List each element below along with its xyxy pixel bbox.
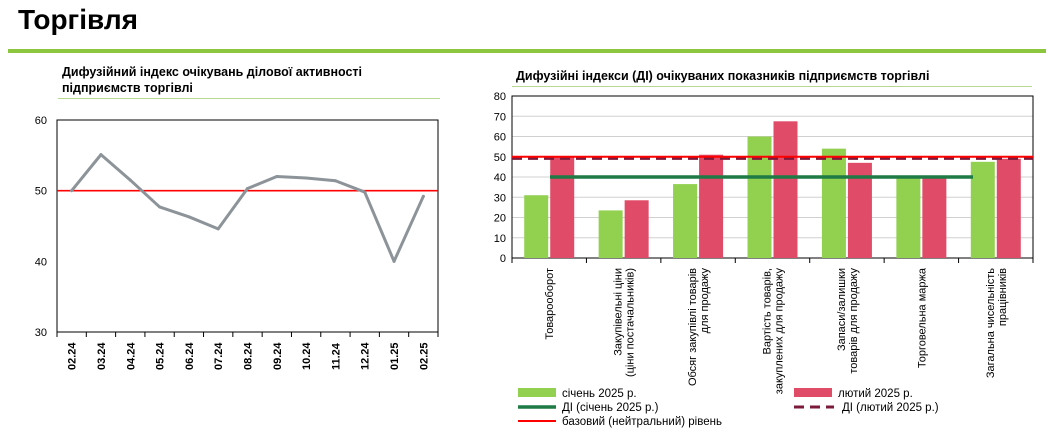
bar-feb — [922, 177, 947, 258]
line-x-tick-label: 10.24 — [301, 342, 313, 370]
line-y-tick-label: 50 — [35, 186, 47, 198]
bar-category-label: Закупівельні ціни — [613, 268, 625, 356]
bar-category-label: (ціни постачальників) — [625, 268, 637, 377]
line-x-tick-label: 05.24 — [155, 342, 167, 370]
bar-y-tick-label: 40 — [494, 172, 506, 184]
legend-swatch-feb — [794, 388, 832, 397]
legend-label-jan: січень 2025 р. — [562, 388, 637, 400]
legend-label-di-feb: ДІ (лютий 2025 р.) — [842, 402, 939, 414]
bar-y-tick-label: 0 — [500, 253, 506, 265]
bar-jan — [821, 148, 846, 258]
line-point — [363, 190, 367, 194]
bar-chart-title: Дифузійні індекси (ДІ) очікуваних показн… — [516, 69, 930, 83]
bar-jan — [598, 210, 623, 258]
bar-jan — [673, 184, 698, 258]
bar-y-tick-label: 20 — [494, 213, 506, 225]
bar-y-tick-label: 10 — [494, 233, 506, 245]
line-point — [246, 187, 249, 191]
line-x-tick-label: 02.24 — [67, 342, 79, 370]
legend-label-baseline: базовий (нейтральний) рівень — [562, 416, 722, 428]
legend-label-feb: лютий 2025 р. — [838, 388, 913, 400]
bar-category-label: Вартість товарів, — [762, 268, 774, 354]
line-point — [421, 194, 425, 198]
legend-label-di-jan: ДІ (січень 2025 р.) — [562, 402, 659, 414]
bar-category-label: Загальна чисельність — [985, 268, 997, 378]
bar-category-label: Торговельна маржа — [916, 267, 928, 368]
bar-y-tick-label: 60 — [494, 132, 506, 144]
line-x-tick-label: 11.24 — [330, 342, 342, 370]
bar-category-label: Запаси/залишки — [836, 268, 848, 351]
line-x-tick-label: 03.24 — [96, 342, 108, 370]
line-point — [158, 205, 162, 209]
line-point — [70, 189, 74, 193]
line-x-tick-label: 08.24 — [243, 342, 255, 370]
bar-feb — [699, 154, 724, 258]
bar-category-label: Товарооборот — [544, 268, 556, 340]
bar-feb — [624, 200, 649, 258]
bar-y-tick-label: 80 — [494, 91, 506, 103]
line-y-tick-label: 30 — [35, 327, 47, 339]
line-x-tick-label: 06.24 — [184, 342, 196, 370]
line-x-tick-label: 12.24 — [360, 342, 372, 370]
bar-plot-area — [511, 95, 1034, 259]
bar-category-label: Обсяг закупівлі товарів — [687, 268, 699, 386]
bar-category-label: працівників — [997, 268, 1009, 326]
line-y-tick-label: 60 — [35, 115, 47, 127]
line-chart-title-underline — [58, 98, 440, 99]
bar-feb — [773, 121, 798, 258]
bar-chart-title-underline — [512, 86, 1032, 87]
bar-y-tick-label: 50 — [494, 152, 506, 164]
line-point — [216, 227, 220, 231]
bar-y-tick-label: 70 — [494, 111, 506, 123]
bar-category-label: закуплених для продажу — [774, 268, 786, 395]
bar-feb — [996, 158, 1021, 258]
line-chart-title: Дифузійний індекс очікувань ділової акти… — [62, 65, 363, 95]
title-divider — [8, 49, 1046, 53]
bar-category-label: для продажу — [699, 268, 711, 334]
bar-jan — [970, 161, 995, 258]
line-point — [99, 153, 103, 157]
bar-category-label: товарів для продажу — [848, 268, 860, 374]
line-point — [128, 178, 132, 182]
bar-jan — [896, 177, 921, 258]
line-point — [304, 176, 308, 180]
line-point — [333, 179, 337, 183]
line-x-tick-label: 02.25 — [418, 342, 430, 370]
line-y-tick-label: 40 — [35, 256, 47, 268]
line-point — [392, 259, 396, 263]
line-x-tick-label: 07.24 — [213, 342, 225, 370]
line-plot-area — [56, 119, 439, 333]
bar-jan — [524, 195, 549, 258]
line-point — [275, 175, 279, 179]
line-series — [70, 153, 425, 263]
line-point — [187, 215, 191, 219]
bar-feb — [550, 156, 575, 258]
legend-swatch-jan — [518, 388, 556, 397]
line-x-tick-label: 09.24 — [272, 342, 284, 370]
page-title: Торгівля — [18, 4, 138, 35]
bar-y-tick-label: 30 — [494, 192, 506, 204]
bar-jan — [747, 136, 772, 258]
line-x-tick-label: 04.24 — [125, 342, 137, 370]
line-x-tick-label: 01.25 — [389, 342, 401, 370]
